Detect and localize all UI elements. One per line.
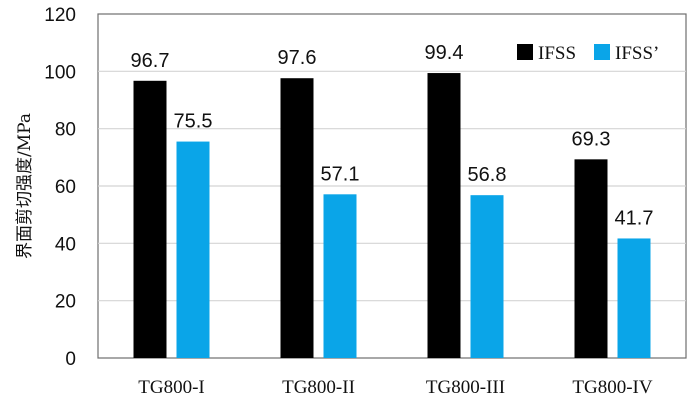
bar-ifss-4 — [574, 159, 608, 358]
y-tick-label: 20 — [55, 292, 76, 313]
x-category-label: TG800-II — [282, 377, 355, 398]
y-tick-label: 120 — [44, 5, 76, 26]
data-label-ifss-1: 96.7 — [131, 50, 170, 72]
y-axis-title: 界面剪切强度/MPa — [15, 113, 35, 259]
y-tick-label: 100 — [44, 62, 76, 83]
x-category-label: TG800-III — [426, 377, 505, 398]
y-tick-label: 40 — [55, 234, 76, 255]
data-label-ifss-2: 97.6 — [278, 47, 317, 69]
y-axis-ticks: 0 20 40 60 80 100 120 — [44, 5, 76, 370]
bars — [133, 73, 651, 359]
data-label-ifss-prime-3: 56.8 — [468, 164, 507, 186]
data-label-ifss-prime-1: 75.5 — [174, 111, 213, 133]
legend-label-ifss: IFSS — [538, 43, 576, 64]
bar-ifss-prime-4 — [617, 238, 651, 358]
data-label-ifss-3: 99.4 — [425, 42, 464, 64]
y-tick-label: 0 — [65, 349, 76, 370]
legend-swatch-ifss — [517, 44, 533, 60]
bar-ifss-prime-1 — [176, 141, 210, 358]
data-label-ifss-prime-2: 57.1 — [321, 163, 360, 185]
x-category-label: TG800-I — [138, 377, 204, 398]
data-label-ifss-4: 69.3 — [572, 128, 611, 150]
x-axis-labels: TG800-I TG800-II TG800-III TG800-IV — [138, 377, 653, 398]
bar-ifss-2 — [280, 78, 314, 359]
bar-ifss-prime-3 — [470, 195, 504, 358]
bar-ifss-1 — [133, 80, 167, 358]
data-labels: 96.7 75.5 97.6 57.1 99.4 56.8 69.3 41.7 — [131, 42, 654, 229]
bar-ifss-3 — [427, 73, 461, 358]
legend-label-ifss-prime: IFSS’ — [615, 43, 659, 64]
y-tick-label: 60 — [55, 177, 76, 198]
x-category-label: TG800-IV — [572, 377, 652, 398]
y-tick-label: 80 — [55, 120, 76, 141]
bar-ifss-prime-2 — [323, 194, 357, 358]
data-label-ifss-prime-4: 41.7 — [615, 207, 654, 229]
legend-swatch-ifss-prime — [594, 44, 610, 60]
legend: IFSS IFSS’ — [517, 43, 659, 64]
